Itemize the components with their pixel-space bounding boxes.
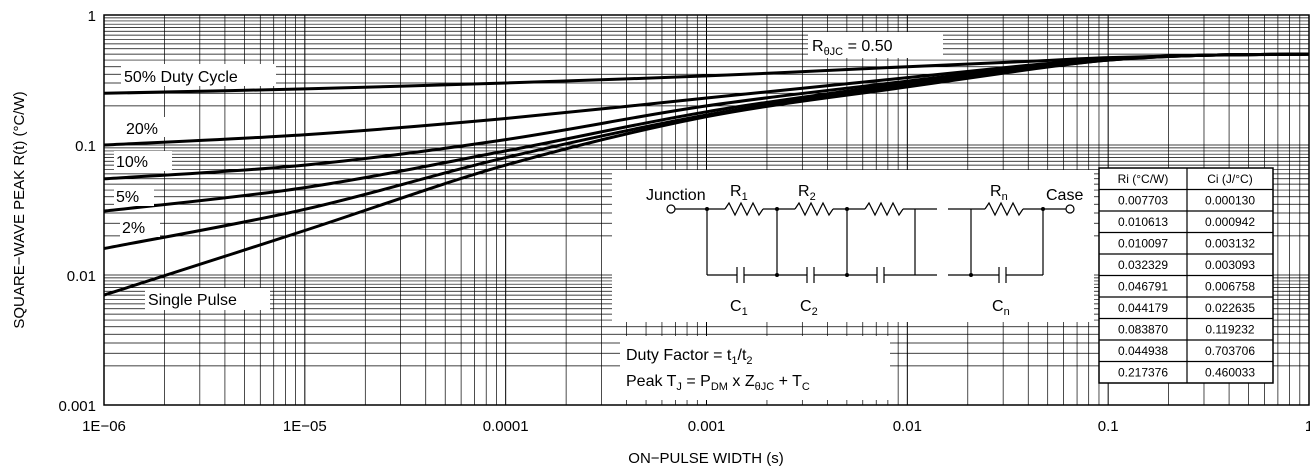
rc-table: Ri (°C/W) Ci (J/°C) 0.007703 0.000130 0.0106… bbox=[1098, 167, 1274, 384]
rc-table-cell: 0.010613 bbox=[1118, 215, 1168, 229]
rc-table-cell: 0.006758 bbox=[1205, 280, 1255, 294]
case-terminal bbox=[1065, 204, 1075, 214]
circuit-nodes bbox=[705, 207, 1045, 277]
rc-table-cell: 0.044179 bbox=[1118, 301, 1168, 315]
junction-label: Junction bbox=[646, 187, 706, 204]
circuit-wires bbox=[675, 201, 1066, 283]
case-label: Case bbox=[1046, 187, 1083, 204]
rc-table-cell: 0.003093 bbox=[1205, 258, 1255, 272]
rc-table-cell: 0.460033 bbox=[1205, 366, 1255, 380]
rc-table-cell: 0.046791 bbox=[1118, 280, 1168, 294]
rc-table-header: Ci (J/°C) bbox=[1207, 172, 1252, 186]
series-label-single: Single Pulse bbox=[145, 288, 270, 310]
rc-table-cell: 0.007703 bbox=[1118, 194, 1168, 208]
series-label-10-text: 10% bbox=[116, 154, 148, 171]
junction-terminal bbox=[666, 204, 676, 214]
x-axis-label: ON−PULSE WIDTH (s) bbox=[628, 450, 783, 467]
series-lines bbox=[103, 52, 1310, 297]
rc-table-cell: 0.000942 bbox=[1205, 215, 1255, 229]
series-label-2: 2% bbox=[120, 217, 160, 237]
rtheta-annotation: RθJC = 0.50 bbox=[808, 32, 943, 58]
x-tick-label: 0.0001 bbox=[483, 418, 529, 435]
x-tick-label: 1 bbox=[1305, 418, 1310, 435]
series-label-50-text: 50% Duty Cycle bbox=[124, 69, 238, 86]
y-axis-label: SQUARE−WAVE PEAK R(t) (°C/W) bbox=[11, 91, 28, 328]
series-label-5: 5% bbox=[114, 186, 154, 206]
series-label-20: 20% bbox=[124, 117, 172, 138]
series-label-50: 50% Duty Cycle bbox=[121, 64, 276, 86]
rc-table-header: Ri (°C/W) bbox=[1118, 172, 1169, 186]
x-tick-label: 0.001 bbox=[688, 418, 726, 435]
rc-table-cell: 0.000130 bbox=[1205, 194, 1255, 208]
rc-table-cell: 0.119232 bbox=[1205, 323, 1254, 337]
duty-factor-text: Duty Factor = t1/t2 bbox=[626, 347, 753, 367]
y-tick-label: 0.001 bbox=[58, 398, 96, 415]
rc-table-cell: 0.022635 bbox=[1205, 301, 1255, 315]
x-tick-label: 1E−05 bbox=[283, 418, 327, 435]
rc-table-cell: 0.032329 bbox=[1118, 258, 1168, 272]
x-tick-label: 0.1 bbox=[1098, 418, 1119, 435]
rc-table-cell: 0.703706 bbox=[1205, 344, 1255, 358]
series-label-5-text: 5% bbox=[116, 189, 139, 206]
y-tick-label: 1 bbox=[88, 8, 96, 25]
y-tick-label: 0.01 bbox=[67, 268, 96, 285]
x-tick-label: 0.01 bbox=[893, 418, 922, 435]
rc-table-cell: 0.217376 bbox=[1118, 366, 1168, 380]
series-label-10: 10% bbox=[114, 151, 172, 171]
rc-table-cell: 0.044938 bbox=[1118, 344, 1168, 358]
rc-table-cell: 0.010097 bbox=[1118, 237, 1168, 251]
tick-labels: 1E−06 1E−05 0.0001 0.001 0.01 0.1 1 0.001 0.01 0.… bbox=[58, 8, 1310, 435]
duty-factor-box: Duty Factor = t1/t2 Peak TJ = PDM x ZθJC… bbox=[620, 336, 890, 400]
series-label-single-text: Single Pulse bbox=[148, 292, 237, 309]
rc-table-cell: 0.003132 bbox=[1205, 237, 1255, 251]
series-line-5 bbox=[103, 52, 1310, 297]
series-label-2-text: 2% bbox=[122, 220, 145, 237]
y-tick-label: 0.1 bbox=[75, 138, 96, 155]
rc-circuit-diagram: Junction Case R1 R2 Rn C1 C2 Cn bbox=[612, 170, 1094, 322]
rc-table-cell: 0.083870 bbox=[1118, 323, 1168, 337]
series-label-20-text: 20% bbox=[126, 121, 158, 138]
rtheta-text: RθJC = 0.50 bbox=[812, 38, 893, 58]
x-tick-label: 1E−06 bbox=[82, 418, 126, 435]
